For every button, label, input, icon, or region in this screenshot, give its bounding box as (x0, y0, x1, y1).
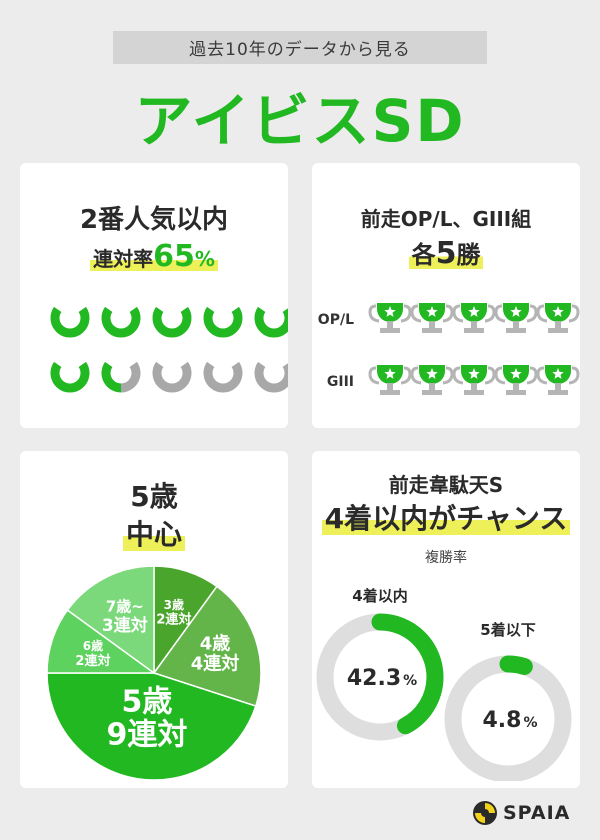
trophy-icon (536, 303, 580, 333)
trophy-icon (410, 365, 454, 395)
donut-value-arc (316, 613, 444, 741)
prev-race-heading: 前走OP/L、GIII組 (360, 207, 532, 231)
trophy-icon (494, 365, 538, 395)
idaten-line2: 4着以内がチャンス (312, 497, 580, 537)
pie-slice-count-label: 9連対 (107, 717, 188, 752)
trophy-icon (452, 303, 496, 333)
popularity-line1: 2番人気以内 (79, 205, 229, 235)
popularity-rate-line: 連対率65% (20, 239, 288, 274)
trophy-icon (368, 303, 412, 333)
popularity-heading: 2番人気以内 (20, 199, 288, 236)
popularity-rate-value: 65 (153, 239, 195, 274)
pie-slice-age-label: 6歳 (83, 638, 103, 653)
pie-slice-age-label: 4歳 (200, 634, 231, 655)
horseshoe-icon (254, 306, 288, 338)
prev-race-wins-suffix: 勝 (456, 241, 481, 269)
donut-chart: 4着以内 42.3% (316, 587, 444, 741)
pie-slice (66, 565, 155, 675)
card-popularity: 2番人気以内 連対率65% (20, 163, 288, 428)
idaten-line1: 前走韋駄天S (388, 473, 504, 497)
horseshoe-icon (101, 306, 141, 338)
trophy-row-label: OP/L (318, 312, 354, 328)
pie-slice-count-label: 2連対 (156, 612, 191, 628)
horseshoe-icon (101, 361, 141, 393)
spaia-logo-icon (473, 801, 497, 825)
spaia-logo: SPAIA (472, 798, 570, 828)
donut-value: 4.8 (483, 708, 522, 733)
card-age: 5歳 中心 3歳 2連対 4歳 4連対 5歳 9連対 6歳 2連対 7歳~ 3連対 (20, 451, 288, 788)
donut-unit: % (403, 673, 417, 689)
trophy-icon (452, 365, 496, 395)
horseshoe-grid (50, 306, 288, 393)
header-subtitle: 過去10年のデータから見る (113, 31, 487, 64)
pie-slice (152, 585, 262, 708)
pie-slice-count-label: 3連対 (102, 615, 148, 636)
pie-slice-age-label: 3歳 (164, 597, 184, 612)
popularity-rate-label: 連対率 (93, 247, 154, 271)
trophy-icon (368, 365, 412, 395)
horseshoe-icon (152, 306, 192, 338)
horseshoe-icon (203, 361, 243, 393)
page-title: アイビスSD (134, 87, 466, 155)
prev-race-wins: 各5勝 (312, 235, 580, 271)
trophy-icon (536, 365, 580, 395)
card-idaten: 前走韋駄天S 4着以内がチャンス 複勝率 4着以内 42.3% 5着以下 4.8% (312, 451, 580, 788)
card-prev-race: 前走OP/L、GIII組 各5勝 OP/L GIII (312, 163, 580, 428)
pie-slice-age-label: 5歳 (122, 684, 173, 719)
pie-slice (46, 672, 257, 781)
popularity-rate-unit: % (194, 247, 215, 271)
pie-slice-count-label: 4連対 (191, 652, 240, 674)
pie-slice-age-label: 7歳~ (106, 598, 144, 616)
donut-value-arc (444, 655, 572, 781)
donut-unit: % (523, 715, 537, 731)
age-line2: 中心 (20, 513, 288, 553)
idaten-donut-charts: 4着以内 42.3 % 5着以下 4.8% (316, 587, 572, 781)
trophy-row-label: GIII (327, 374, 354, 390)
horseshoe-icon (50, 361, 90, 393)
spaia-logo-text: SPAIA (503, 802, 571, 824)
donut-value: 42.3 (347, 666, 401, 691)
donut-label: 5着以下 (480, 621, 535, 639)
horseshoe-icon (152, 361, 192, 393)
pie-slice-count-label: 2連対 (75, 653, 110, 669)
horseshoe-icon (50, 306, 90, 338)
prev-race-wins-prefix: 各 (411, 241, 436, 269)
idaten-metric-label: 複勝率 (425, 550, 467, 566)
prev-race-wins-value: 5 (435, 236, 457, 271)
donut-label: 4着以内 (352, 587, 407, 605)
horseshoe-icon (203, 306, 243, 338)
horseshoe-icon (254, 361, 288, 393)
trophy-grid: OP/L GIII (318, 303, 580, 395)
age-line1: 5歳 (130, 480, 178, 513)
trophy-icon (410, 303, 454, 333)
donut-chart: 5着以下 4.8% (444, 621, 572, 781)
trophy-icon (494, 303, 538, 333)
